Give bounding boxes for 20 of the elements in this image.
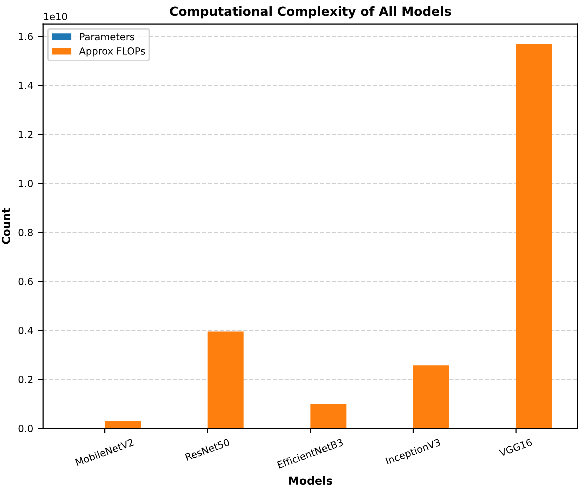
y-tick-label: 0.6 (18, 278, 34, 286)
x-axis-title: Models (289, 476, 332, 486)
y-tick-label: 0.4 (18, 327, 34, 334)
y-tick-label: 0.2 (18, 376, 33, 384)
y-tick-label: 0.8 (18, 229, 33, 236)
y-tick-label: 1.4 (19, 82, 34, 90)
bar (516, 44, 552, 429)
legend-label: Approx FLOPs (79, 48, 146, 57)
y-tick-label: 1.2 (19, 131, 33, 138)
y-tick-label: 1.6 (19, 33, 34, 40)
legend-label: Parameters (80, 33, 134, 41)
bar (208, 332, 244, 429)
bar (413, 366, 450, 429)
bar (310, 404, 347, 429)
y-axis-title: Count (2, 208, 10, 244)
bar (105, 421, 142, 429)
chart-title: Computational Complexity of All Models (170, 6, 452, 19)
text: 1e10 (44, 13, 68, 20)
y-tick-label: 0.0 (18, 425, 33, 432)
y-tick-label: 1.0 (19, 180, 33, 188)
